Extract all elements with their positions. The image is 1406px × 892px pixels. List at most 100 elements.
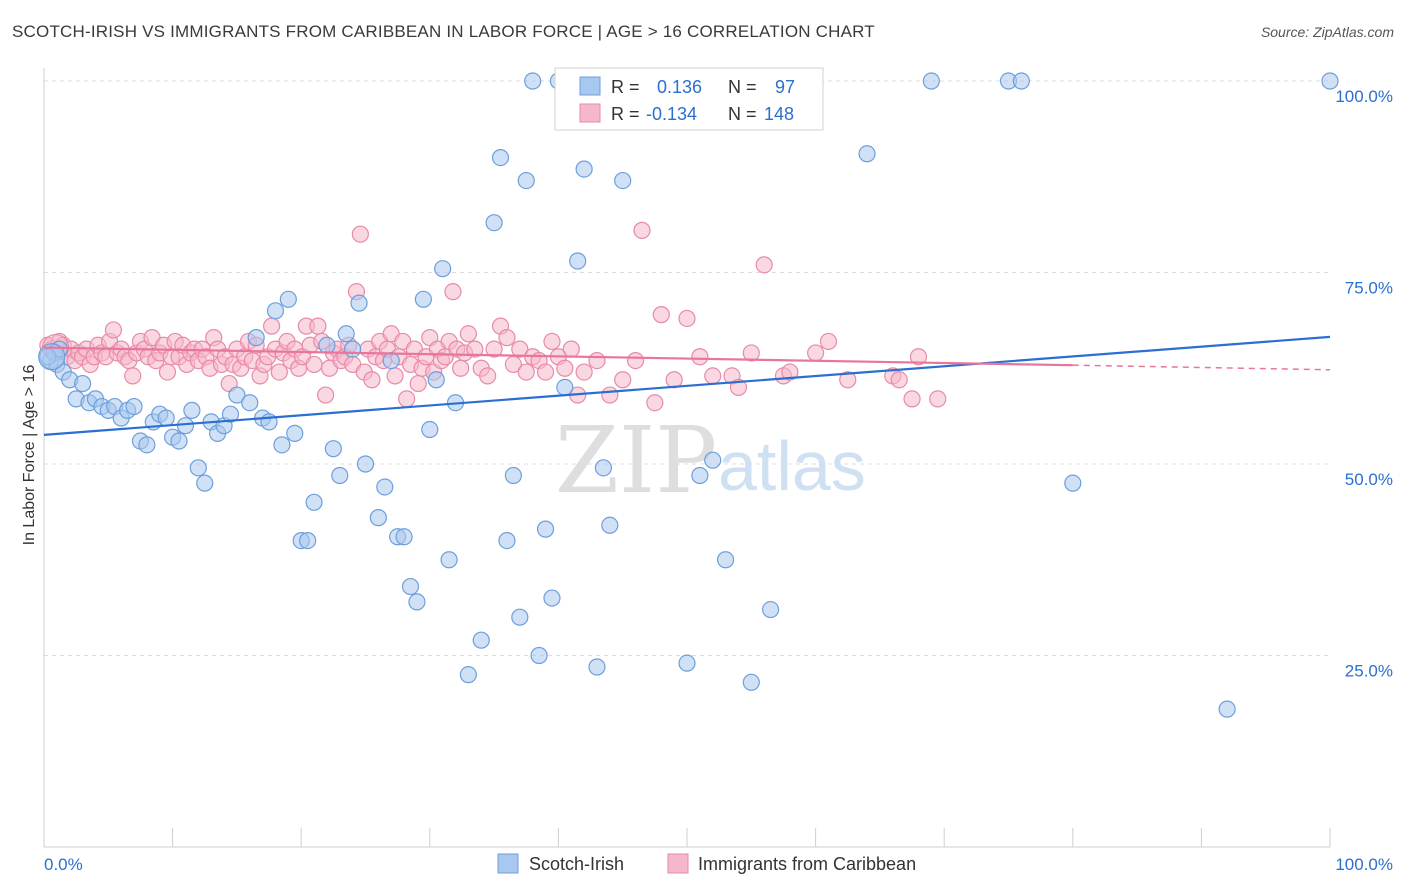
scotch-irish-point xyxy=(601,516,619,534)
caribbean-point xyxy=(704,367,722,385)
n-value-blue: 97 xyxy=(775,77,795,97)
series-legend: Scotch-Irish Immigrants from Caribbean xyxy=(497,853,916,874)
scotch-irish-point xyxy=(170,432,188,450)
scotch-irish-point xyxy=(691,466,709,485)
scotch-irish-trend-line xyxy=(43,335,1331,436)
caribbean-point xyxy=(309,317,327,335)
legend-scotch-irish-label: Scotch-Irish xyxy=(529,854,624,874)
r-value-blue: 0.136 xyxy=(657,77,702,97)
legend-caribbean-swatch xyxy=(667,853,689,874)
caribbean-point xyxy=(409,374,427,393)
caribbean-point xyxy=(909,348,928,366)
r-label-blue: R = xyxy=(611,77,640,97)
caribbean-point xyxy=(317,386,335,404)
scotch-irish-point xyxy=(524,72,542,90)
scotch-irish-point xyxy=(472,631,490,649)
chart-title: SCOTCH-IRISH VS IMMIGRANTS FROM CARIBBEA… xyxy=(12,22,875,41)
scotch-irish-point xyxy=(588,658,606,676)
caribbean-point xyxy=(691,348,709,366)
scotch-irish-point xyxy=(324,440,342,458)
scotch-irish-point xyxy=(530,646,548,665)
scotch-irish-point xyxy=(504,466,522,485)
scotch-irish-point xyxy=(305,493,323,511)
scotch-irish-point xyxy=(434,260,452,278)
scotch-irish-point xyxy=(440,551,458,569)
scotch-irish-point xyxy=(247,329,265,347)
caribbean-point xyxy=(444,283,462,301)
y-axis-label: In Labor Force | Age > 16 xyxy=(21,365,38,546)
caribbean-point xyxy=(929,390,947,408)
scotch-irish-point xyxy=(356,455,375,473)
r-value-pink: -0.134 xyxy=(646,104,697,124)
stats-legend: R = 0.136 N = 97 R = -0.134 N = 148 xyxy=(554,67,824,131)
scotch-irish-point xyxy=(228,386,246,404)
scotch-irish-point xyxy=(427,371,445,389)
zipatlas-watermark: ZIP atlas xyxy=(555,407,866,514)
scotch-irish-point xyxy=(511,608,529,626)
caribbean-point xyxy=(511,340,529,358)
scotch-irish-point xyxy=(350,294,368,312)
scotch-irish-point xyxy=(157,409,175,427)
scotch-irish-point xyxy=(344,340,362,358)
caribbean-point xyxy=(729,378,748,396)
caribbean-point xyxy=(890,371,908,389)
scotch-irish-point xyxy=(575,160,593,178)
y-tick-label: 100.0% xyxy=(1335,87,1393,106)
caribbean-point xyxy=(633,221,651,239)
scotch-irish-point xyxy=(704,451,722,469)
caribbean-point xyxy=(806,344,825,362)
x-tick-label: 0.0% xyxy=(44,855,83,874)
caribbean-point xyxy=(781,363,799,381)
caribbean-point xyxy=(485,340,503,358)
scotch-irish-points xyxy=(38,72,1339,718)
scotch-irish-point xyxy=(485,214,503,232)
watermark-atlas: atlas xyxy=(718,427,866,505)
caribbean-point xyxy=(626,351,645,370)
scotch-irish-point xyxy=(1064,474,1082,492)
caribbean-point xyxy=(517,363,535,381)
caribbean-point xyxy=(601,386,619,404)
caribbean-trend-extension xyxy=(1072,364,1331,371)
scotch-irish-point xyxy=(73,374,92,393)
scotch-irish-point xyxy=(742,673,760,691)
scotch-irish-point xyxy=(196,474,214,492)
y-tick-label: 25.0% xyxy=(1345,662,1393,681)
y-tick-label: 75.0% xyxy=(1345,279,1393,298)
scotch-irish-point xyxy=(337,325,355,343)
caribbean-point xyxy=(742,344,760,362)
y-tick-label: 50.0% xyxy=(1345,470,1393,489)
caribbean-point xyxy=(479,367,497,385)
scotch-irish-point xyxy=(395,528,413,546)
scotch-irish-point xyxy=(221,405,240,423)
scotch-irish-point xyxy=(594,459,613,477)
trend-lines xyxy=(43,335,1331,436)
n-label-blue: N = xyxy=(728,77,757,97)
caribbean-point xyxy=(452,359,470,377)
scotch-irish-point xyxy=(543,589,561,607)
caribbean-point xyxy=(459,325,477,343)
scotch-irish-point xyxy=(279,290,297,308)
scotch-irish-point xyxy=(273,436,291,454)
caribbean-point xyxy=(903,390,921,408)
scotch-irish-point xyxy=(858,145,876,163)
scotch-irish-swatch xyxy=(579,76,601,96)
scotch-irish-point xyxy=(536,520,555,538)
caribbean-point xyxy=(614,371,632,389)
scotch-irish-point xyxy=(189,459,207,477)
caribbean-point xyxy=(351,225,369,243)
scotch-irish-point xyxy=(176,417,195,435)
caribbean-point xyxy=(755,256,773,274)
scotch-irish-point xyxy=(1012,72,1030,90)
caribbean-point xyxy=(575,363,593,381)
n-label-pink: N = xyxy=(728,104,757,124)
caribbean-point xyxy=(543,332,561,351)
r-label-pink: R = xyxy=(611,104,640,124)
scotch-irish-point xyxy=(761,600,780,619)
caribbean-point xyxy=(839,371,857,389)
caribbean-point xyxy=(588,351,606,370)
caribbean-point xyxy=(678,309,696,328)
scotch-irish-point xyxy=(318,336,336,354)
scotch-irish-point xyxy=(331,466,349,485)
scotch-irish-point xyxy=(922,72,940,90)
